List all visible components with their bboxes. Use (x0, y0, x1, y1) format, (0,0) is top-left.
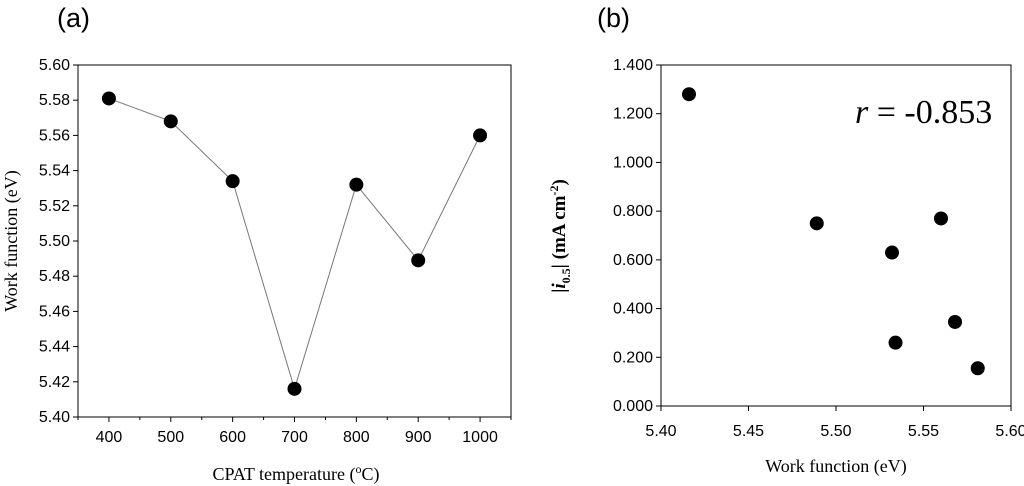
panel-a-y-tick-label: 5.42 (39, 374, 70, 391)
panel-a-y-tick-label: 5.56 (39, 127, 70, 144)
panel-b-point (970, 361, 985, 376)
panel-b-x-tick-label: 5.50 (820, 423, 851, 440)
panel-b-point (682, 87, 696, 102)
panel-b-point (948, 314, 962, 329)
panel-a-x-tick-label: 900 (405, 429, 432, 446)
panel-a-y-tick-label: 5.60 (39, 57, 70, 74)
panel-b-ylabel: |i0.5| (mA cm-2) (547, 179, 573, 293)
panel-a-point (163, 114, 178, 129)
panel-a-point (349, 177, 364, 192)
panel-a-xlabel: CPAT temperature (oC) (213, 462, 380, 485)
panel-a-point (101, 91, 116, 106)
panel-a-point (287, 381, 302, 396)
panel-b-label: (b) (597, 3, 630, 33)
panel-a-frame (77, 64, 512, 418)
panel-b-y-tick-label: 0.000 (613, 398, 653, 415)
panel-a-x-tick-label: 600 (219, 429, 246, 446)
panel-b-x-tick-label: 5.60 (995, 423, 1024, 440)
panel-a-points (101, 91, 488, 396)
panel-a-x-tick-label: 800 (343, 429, 370, 446)
panel-a-y-tick-label: 5.54 (39, 163, 70, 180)
panel-a-point (473, 128, 488, 143)
panel-a-y-tick-label: 5.58 (39, 92, 70, 109)
panel-a-x-tick-label: 700 (281, 429, 308, 446)
panel-a-x-tick-label: 400 (96, 429, 123, 446)
panel-b-y-ticks: 0.000 0.200 0.400 0.600 0.800 1.000 1.200 1.400 (613, 57, 661, 415)
panel-b-y-tick-label: 1.400 (613, 57, 653, 74)
panel-a-y-tick-label: 5.40 (39, 409, 70, 426)
panel-a-ylabel: Work function (eV) (1, 170, 22, 312)
panel-b-x-tick-label: 5.40 (645, 423, 676, 440)
panel-b-y-tick-label: 0.800 (613, 203, 653, 220)
panel-b: (b) 0.000 0.200 0.400 0.600 0.800 1.000 1.200 1… (547, 3, 1024, 477)
panel-a-series-line (108, 97, 481, 391)
panel-a: (a) 5.40 5.42 5.44 5.46 5.48 5.50 5.52 5.54 5.56… (1, 3, 512, 485)
panel-b-point (885, 245, 899, 260)
panel-a-y-tick-label: 5.48 (39, 268, 70, 285)
panel-b-points (682, 87, 985, 376)
panel-a-y-tick-label: 5.52 (39, 198, 70, 215)
panel-b-x-tick-label: 5.45 (733, 423, 764, 440)
panel-b-y-tick-label: 1.000 (613, 154, 653, 171)
panel-b-x-tick-label: 5.55 (908, 423, 939, 440)
panel-a-y-tick-label: 5.44 (39, 339, 70, 356)
panel-b-point (809, 216, 824, 231)
panel-a-y-tick-label: 5.50 (39, 233, 70, 250)
panel-b-y-tick-label: 0.400 (613, 301, 653, 318)
panel-b-x-ticks: 5.40 5.45 5.50 5.55 5.60 (645, 406, 1024, 440)
panel-a-x-tick-label: 500 (157, 429, 184, 446)
panel-b-point (934, 211, 948, 226)
panel-b-correlation-annotation: r = -0.853 (855, 94, 992, 131)
panel-a-x-ticks: 400 500 600 700 800 900 1000 (77, 417, 512, 446)
panel-b-y-tick-label: 0.200 (613, 349, 653, 366)
panel-a-y-ticks: 5.40 5.42 5.44 5.46 5.48 5.50 5.52 5.54 5.56 5.58… (39, 57, 78, 426)
panel-a-point (411, 253, 426, 268)
panel-b-y-tick-label: 1.200 (613, 106, 653, 123)
panel-a-point (225, 174, 240, 189)
panel-b-point (888, 335, 903, 350)
panel-a-label: (a) (57, 3, 90, 33)
panel-b-xlabel: Work function (eV) (765, 456, 907, 477)
panel-a-x-tick-label: 1000 (462, 429, 498, 446)
panel-a-y-tick-label: 5.46 (39, 303, 70, 320)
panel-b-y-tick-label: 0.600 (613, 252, 653, 269)
